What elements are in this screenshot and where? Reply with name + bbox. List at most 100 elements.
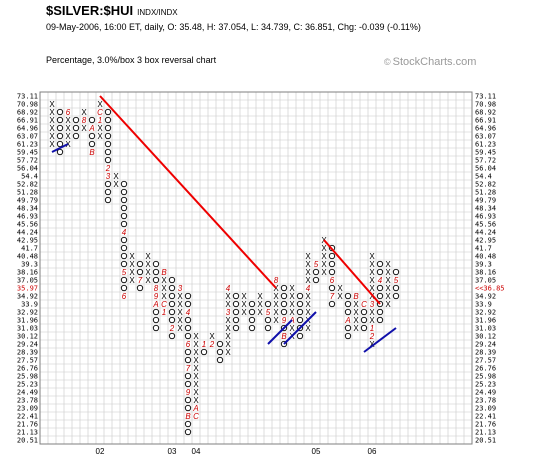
- left-tick-label: 48.34: [17, 205, 38, 213]
- x-box: X: [193, 340, 199, 349]
- left-tick-label: 45.56: [17, 221, 38, 229]
- x-box: X: [305, 300, 311, 309]
- x-box: X: [193, 396, 199, 405]
- o-box: [168, 276, 176, 284]
- right-tick-label: 24.49: [475, 389, 496, 397]
- left-tick-label: 41.7: [21, 245, 38, 253]
- o-box: [152, 260, 160, 268]
- month-marker: B: [185, 412, 191, 421]
- x-box: X: [289, 324, 295, 333]
- month-marker: 5: [394, 276, 399, 285]
- exchange-label: INDX/INDX: [137, 8, 178, 17]
- o-box: [312, 268, 320, 276]
- right-tick-label: 45.56: [475, 221, 496, 229]
- x-box: X: [369, 276, 375, 285]
- month-marker: 2: [105, 164, 111, 173]
- x-box: X: [49, 100, 55, 109]
- month-marker: 5: [122, 268, 127, 277]
- o-box: [328, 244, 336, 252]
- right-tick-label: 21.76: [475, 421, 496, 429]
- o-box: [88, 116, 96, 124]
- month-marker: 1: [98, 116, 102, 125]
- o-box: [376, 308, 384, 316]
- o-box: [376, 260, 384, 268]
- x-box: X: [65, 124, 71, 133]
- o-box: [120, 196, 128, 204]
- o-box: [232, 292, 240, 300]
- right-tick-label: 51.28: [475, 189, 496, 197]
- o-box: [376, 284, 384, 292]
- x-box: X: [177, 316, 183, 325]
- left-tick-label: 32.92: [17, 309, 38, 317]
- month-marker: 6: [330, 276, 335, 285]
- month-marker: 7: [138, 276, 143, 285]
- o-box: [296, 292, 304, 300]
- o-box: [152, 268, 160, 276]
- o-box: [280, 308, 288, 316]
- left-tick-label: 49.79: [17, 197, 38, 205]
- o-box: [184, 292, 192, 300]
- o-box: [104, 132, 112, 140]
- o-box: [120, 260, 128, 268]
- o-box: [152, 308, 160, 316]
- o-box: [168, 308, 176, 316]
- o-box: [312, 276, 320, 284]
- month-marker: 4: [378, 276, 383, 285]
- x-box: X: [49, 132, 55, 141]
- x-box: X: [81, 108, 87, 117]
- month-marker: 4: [226, 284, 231, 293]
- right-tick-label: 37.05: [475, 277, 496, 285]
- o-box: [328, 300, 336, 308]
- x-box: X: [385, 276, 391, 285]
- month-marker: 1: [162, 308, 166, 317]
- x-box: X: [193, 372, 199, 381]
- right-tick-label: 32.92: [475, 309, 496, 317]
- x-box: X: [49, 116, 55, 125]
- x-box: X: [241, 308, 247, 317]
- left-tick-label: 31.03: [17, 325, 38, 333]
- brand-watermark: © StockCharts.com: [384, 56, 476, 68]
- o-box: [376, 292, 384, 300]
- right-tick-label: 49.79: [475, 197, 496, 205]
- o-box: [168, 284, 176, 292]
- x-box: X: [321, 252, 327, 261]
- x-box: X: [273, 316, 279, 325]
- x-box: X: [129, 268, 135, 277]
- o-box: [104, 180, 112, 188]
- x-box: X: [49, 108, 55, 117]
- support-trendline: [283, 311, 317, 345]
- x-box: X: [241, 300, 247, 309]
- o-box: [360, 308, 368, 316]
- o-box: [184, 380, 192, 388]
- o-box: [216, 340, 224, 348]
- right-tick-label: 25.23: [475, 381, 496, 389]
- x-box: X: [273, 300, 279, 309]
- current-price-label: <<36.85: [475, 285, 505, 293]
- x-box: X: [241, 292, 247, 301]
- right-tick-label: 70.98: [475, 101, 496, 109]
- right-tick-label: 73.11: [475, 93, 496, 101]
- o-box: [120, 252, 128, 260]
- x-box: X: [193, 388, 199, 397]
- right-tick-label: 22.41: [475, 413, 496, 421]
- o-box: [120, 204, 128, 212]
- o-box: [136, 260, 144, 268]
- x-box: X: [225, 340, 231, 349]
- month-marker: 6: [186, 340, 191, 349]
- o-box: [104, 148, 112, 156]
- o-box: [344, 324, 352, 332]
- right-tick-label: 27.57: [475, 357, 496, 365]
- right-tick-label: 38.16: [475, 269, 496, 277]
- x-box: X: [273, 308, 279, 317]
- right-tick-label: 39.3: [475, 261, 492, 269]
- month-marker: A: [152, 300, 158, 309]
- o-box: [328, 260, 336, 268]
- year-label: 04: [192, 447, 201, 456]
- o-box: [120, 276, 128, 284]
- o-box: [296, 324, 304, 332]
- x-box: X: [257, 292, 263, 301]
- left-tick-label: 28.39: [17, 349, 38, 357]
- month-marker: 8: [274, 276, 279, 285]
- x-box: X: [369, 308, 375, 317]
- o-box: [280, 292, 288, 300]
